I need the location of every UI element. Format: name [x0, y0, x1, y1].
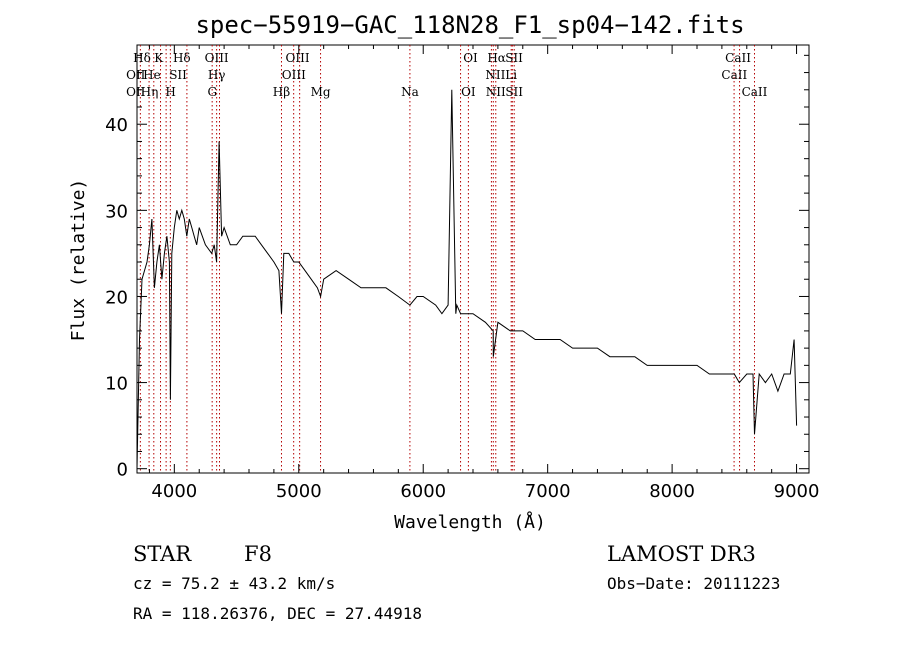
line-label-lines_row1-4: OIII	[286, 51, 310, 65]
object-subclass: F8	[244, 542, 272, 566]
line-label-lines_row3-2: H	[165, 85, 175, 99]
x-tick-label-0: 4000	[151, 481, 197, 502]
survey-name: LAMOST DR3	[607, 542, 756, 566]
x-tick-label-2: 6000	[400, 481, 446, 502]
line-label-lines_row1-1: K	[154, 51, 164, 65]
line-label-lines_row3-1: Hη	[141, 85, 159, 99]
plot-frame	[136, 44, 810, 474]
line-label-lines_row3-3: G	[207, 85, 217, 99]
line-label-lines_row3-6: Na	[401, 85, 419, 99]
line-label-lines_row2-4: OIII	[282, 68, 306, 82]
y-tick-label-2: 20	[105, 287, 128, 308]
y-tick-label-4: 40	[105, 115, 128, 136]
x-axis-label: Wavelength (Å)	[394, 511, 546, 533]
line-label-lines_row2-5: NII	[485, 68, 505, 82]
line-label-lines_row3-4: Hβ	[273, 85, 290, 99]
line-label-lines_row2-0: OII	[126, 68, 146, 82]
emission-line-markers	[139, 45, 755, 473]
line-label-lines_row2-1: He	[143, 68, 161, 82]
observation-date: Obs−Date: 20111223	[607, 574, 780, 593]
line-label-lines_row3-9: SII	[505, 85, 523, 99]
line-label-lines_row3-7: OI	[461, 85, 476, 99]
object-class: STAR	[133, 542, 192, 566]
x-tick-label-4: 8000	[649, 481, 695, 502]
line-label-lines_row3-0: OII	[126, 85, 146, 99]
x-tick-label-1: 5000	[276, 481, 322, 502]
x-tick-label-3: 7000	[525, 481, 571, 502]
y-tick-label-0: 0	[117, 460, 128, 481]
y-axis-label: Flux (relative)	[68, 179, 89, 342]
line-label-lines_row2-2: SII	[169, 68, 187, 82]
x-tick-label-5: 9000	[774, 481, 820, 502]
y-tick-label-3: 30	[105, 201, 128, 222]
line-label-lines_row1-0: Hδ	[133, 51, 151, 65]
line-label-lines_row1-6: Hα	[487, 51, 506, 65]
ra-dec: RA = 118.26376, DEC = 27.44918	[133, 604, 422, 623]
line-label-lines_row1-2: Hδ	[173, 51, 191, 65]
y-tick-label-1: 10	[105, 374, 128, 395]
line-label-lines_row1-8: CaII	[725, 51, 751, 65]
line-label-lines_row3-10: CaII	[742, 85, 768, 99]
line-label-lines_row3-5: Mg	[311, 85, 331, 99]
line-label-lines_row2-3: Hγ	[208, 68, 226, 82]
line-label-lines_row2-6: Li	[505, 68, 517, 82]
spectrum-line	[136, 89, 798, 469]
line-label-lines_row2-7: CaII	[721, 68, 747, 82]
line-label-lines_row1-3: OIII	[205, 51, 229, 65]
redshift-cz: cz = 75.2 ± 43.2 km/s	[133, 574, 335, 593]
chart-title: spec−55919−GAC_118N28_F1_sp04−142.fits	[195, 11, 744, 39]
line-label-lines_row3-8: NII	[486, 85, 506, 99]
line-label-lines_row1-5: OI	[463, 51, 478, 65]
axes: 4000 5000 6000 7000 8000 9000 0 10 20 30 40	[105, 45, 819, 502]
line-label-lines_row1-7: SII	[505, 51, 523, 65]
